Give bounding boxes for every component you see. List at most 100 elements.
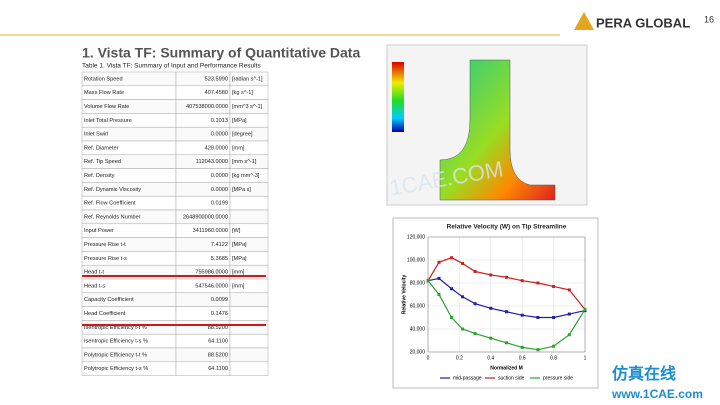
table-text: 0.0199 [211,201,228,207]
table-text: [MPa s] [232,187,251,193]
table-text: 88.5200 [208,352,228,358]
table-text: 64.1100 [208,366,228,372]
y-tick-label: 120,000 [407,234,425,240]
table-text: Head t-s [84,283,105,289]
data-point [450,316,454,319]
y-tick-label: 40,000 [410,326,426,332]
table-text: Mass Flow Rate [84,90,124,96]
table-text: 0.1013 [211,118,228,124]
table-text: 3411960.0000 [193,228,228,234]
data-point [473,302,477,306]
table-text: [kg mm^-3] [232,173,260,179]
slide-title: 1. Vista TF: Summary of Quantitative Dat… [82,45,360,61]
table-text: Polytropic Efficiency t-t % [84,352,147,358]
table-text: [mm^3 s^-1] [232,104,263,110]
table-text: Inlet Total Pressure [84,118,132,124]
x-axis-label: Normalized M [490,365,523,371]
table-text: Ref. Flow Coefficient [84,201,136,207]
data-point [520,279,524,283]
table-text: [MPa] [232,242,247,248]
table-text: Ref. Dynamic Viscosity [84,187,141,193]
table-text: Pressure Rise t-s [84,256,127,262]
data-point [536,316,540,319]
table-text: [W] [232,228,241,234]
data-point [505,275,508,279]
data-point [567,333,571,337]
table-text: 428.0000 [205,145,228,151]
logo-icon [574,12,594,30]
logo: PERA GLOBAL [596,15,690,30]
table-text: Head Coefficient [84,311,126,317]
table-text: 523.5990 [205,76,228,82]
table-text: Isentropic Efficiency t-t % [84,325,147,331]
x-tick-label: 0.8 [550,355,557,361]
data-point [489,336,493,340]
table-text: 7.4122 [211,242,228,248]
data-point [473,332,477,336]
table-text: 0.0099 [211,297,228,303]
chart-frame [392,217,599,389]
data-point [536,348,540,352]
x-tick-label: 1 [584,355,587,361]
brand-url: www.1CAE.com [611,387,703,401]
data-point [520,345,524,349]
data-point [461,327,465,331]
table-text: 0.0000 [211,173,228,179]
chart-title: Relative Velocity (W) on Tip Streamline [447,224,567,231]
data-point [552,316,556,319]
data-point [437,276,441,280]
x-tick-label: 0.6 [519,355,526,361]
data-point [489,306,493,310]
cfd-image [386,44,588,206]
table-text: 2648900000.0000 [183,214,228,220]
table-text: Inlet Swirl [84,132,108,138]
table: Rotation Speed 523.5990 [radian s^-1] Mass … [81,71,269,376]
data-point [552,284,556,288]
table-text: 755986.0000 [195,270,228,276]
y-tick-label: 80,000 [410,280,426,286]
table-text: [radian s^-1] [232,76,263,82]
table-cell [229,306,269,321]
table-text: Rotation Speed [84,76,123,82]
data-point [567,288,571,292]
table-text: 112043.0000 [196,159,228,165]
color-bar [392,62,404,132]
table-text: Pressure Rise t-t [84,242,126,248]
chart: Relative Velocity (W) on Tip Streamline R… [401,224,586,382]
data-point [437,260,441,264]
table-text: Isentropic Efficiency t-s % [84,339,148,345]
data-point [450,256,454,260]
table-cell [229,333,269,349]
table-text: Ref. Density [84,173,115,179]
table-caption: Table 1. Vista TF: Summary of Input and … [82,63,261,70]
y-tick-label: 100,000 [407,257,425,263]
table-text: [mm s^-1] [232,159,257,165]
series-line [427,277,586,319]
series-line [427,257,586,310]
table-text: [mm] [232,145,245,151]
table-cell [229,361,269,376]
plot-frame [427,236,586,353]
table-text: 88.5200 [208,325,228,331]
table-text: [mm] [232,283,245,289]
y-tick-label: 60,000 [410,303,426,309]
y-tick-label: 20,000 [410,349,426,355]
table-text: [mm] [232,270,245,276]
table-text: Capacity Coefficient [84,297,134,303]
table-text: [degree] [232,132,253,138]
table-text: Polytropic Efficiency t-s % [84,366,148,372]
brand: 仿真在线 [612,364,676,383]
data-point [583,307,587,311]
legend-label: pressure side [543,375,573,381]
data-point [437,293,441,296]
table-text: Volume Flow Rate [84,104,129,110]
data-point [426,279,430,283]
x-tick-label: 0 [427,355,430,361]
table-text: [MPa] [232,256,247,262]
table-text: 0.0000 [211,187,228,193]
table-cell [229,347,269,363]
data-point [520,313,524,317]
data-point [505,310,508,314]
table-text: [kg s^-1] [232,90,253,96]
